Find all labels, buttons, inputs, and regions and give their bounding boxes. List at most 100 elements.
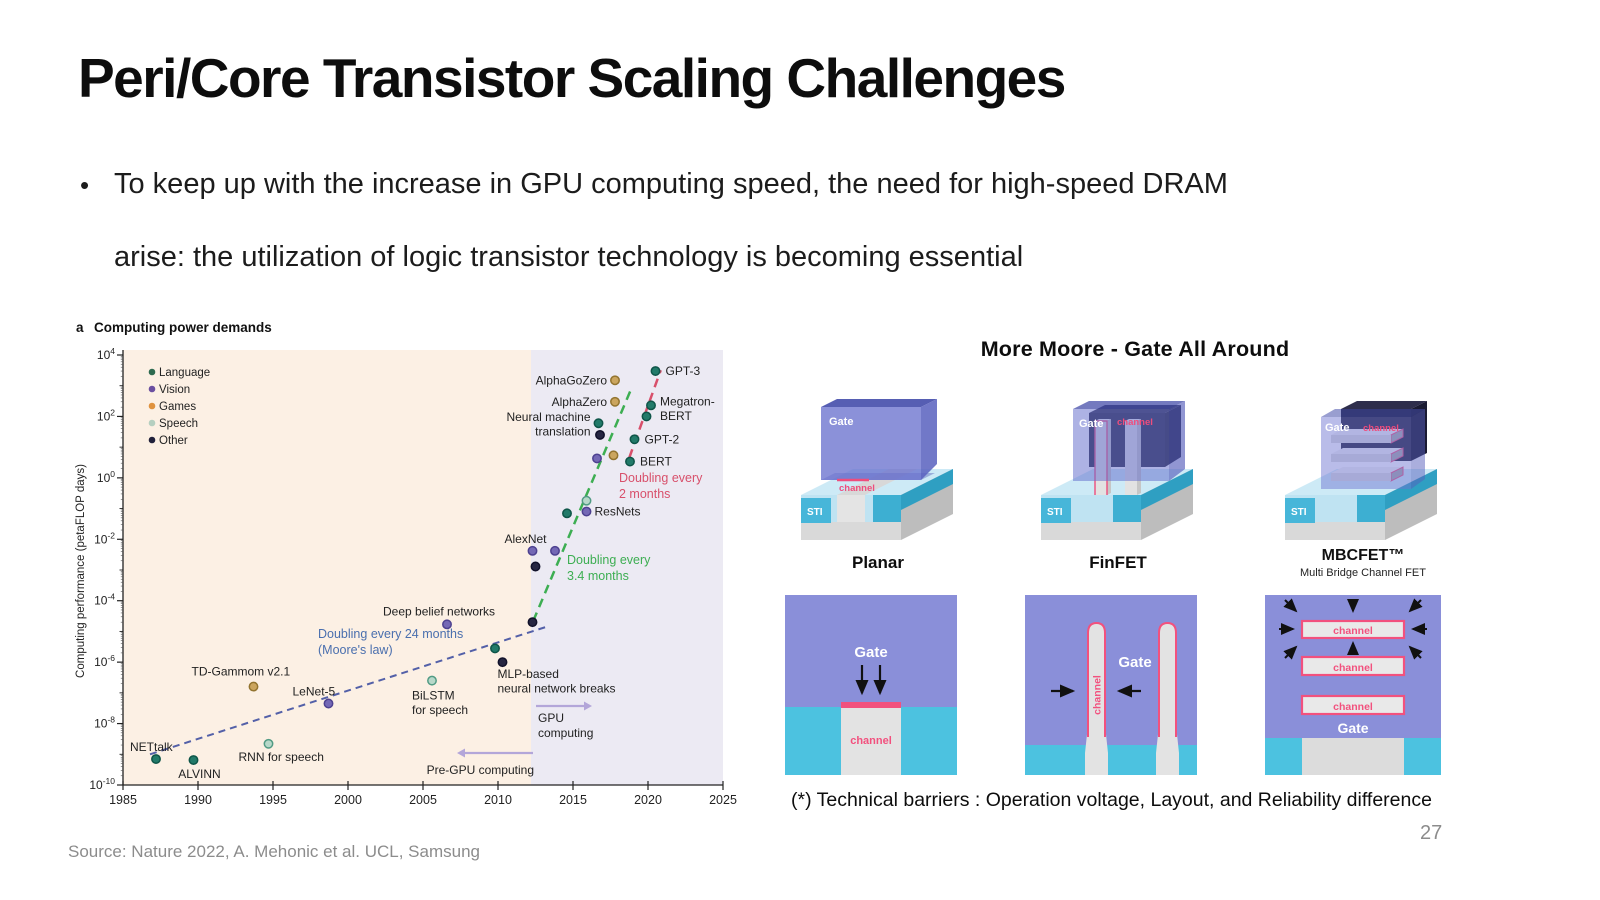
svg-text:104: 104 bbox=[97, 346, 115, 362]
svg-text:Games: Games bbox=[159, 401, 196, 413]
gaa-field-arrows-icon bbox=[1279, 598, 1427, 660]
svg-text:2 months: 2 months bbox=[619, 487, 670, 501]
svg-text:Other: Other bbox=[159, 435, 188, 447]
svg-text:computing: computing bbox=[538, 726, 593, 740]
svg-text:Speech: Speech bbox=[159, 418, 198, 430]
svg-text:Computing performance (petaFLO: Computing performance (petaFLOP days) bbox=[75, 464, 87, 678]
svg-text:102: 102 bbox=[97, 407, 115, 423]
svg-text:Deep belief networks: Deep belief networks bbox=[383, 604, 495, 618]
bullet-marker: • bbox=[80, 170, 90, 200]
svg-text:1995: 1995 bbox=[259, 793, 287, 807]
svg-text:ALVINN: ALVINN bbox=[178, 767, 220, 781]
source-citation: Source: Nature 2022, A. Mehonic et al. U… bbox=[68, 842, 481, 861]
svg-text:ResNets: ResNets bbox=[595, 505, 641, 519]
svg-text:10-10: 10-10 bbox=[89, 776, 115, 792]
mbcfet-2d-channel-label-1: channel bbox=[1333, 625, 1373, 637]
mbcfet-name: MBCFET™ bbox=[1321, 547, 1405, 564]
page-number: 27 bbox=[1420, 822, 1443, 844]
finfet-channel-label: channel bbox=[1117, 417, 1153, 428]
fin-shape bbox=[1085, 623, 1108, 775]
svg-text:MLP-based: MLP-based bbox=[498, 667, 559, 681]
finfet-3d-diagram: Gate channel STI bbox=[1041, 401, 1193, 540]
svg-text:1985: 1985 bbox=[109, 793, 137, 807]
svg-text:2005: 2005 bbox=[409, 793, 437, 807]
svg-text:3.4 months: 3.4 months bbox=[567, 569, 629, 583]
bullet-text-block: • To keep up with the increase in GPU co… bbox=[80, 168, 1550, 274]
mbcfet-subtitle: Multi Bridge Channel FET bbox=[1300, 567, 1426, 579]
svg-text:1990: 1990 bbox=[184, 793, 212, 807]
mbcfet-gate-label: Gate bbox=[1325, 422, 1349, 434]
mbcfet-3d-diagram: Gate channel STI bbox=[1285, 401, 1437, 540]
page-title: Peri/Core Transistor Scaling Challenges bbox=[78, 47, 1066, 109]
mbcfet-sti-label: STI bbox=[1291, 507, 1307, 518]
svg-text:BERT: BERT bbox=[640, 455, 672, 469]
mbcfet-gate bbox=[1321, 409, 1425, 489]
svg-text:2025: 2025 bbox=[709, 793, 737, 807]
finfet-gate bbox=[1073, 401, 1185, 481]
planar-channel-label: channel bbox=[839, 483, 875, 494]
svg-text:2020: 2020 bbox=[634, 793, 662, 807]
panel-title: More Moore - Gate All Around bbox=[980, 337, 1290, 361]
svg-text:Doubling every 24 months: Doubling every 24 months bbox=[318, 627, 463, 641]
planar-2d-gate-label: Gate bbox=[854, 644, 887, 661]
planar-2d-cross-section: Gate channel bbox=[785, 595, 957, 775]
finfet-name: FinFET bbox=[1089, 553, 1147, 572]
svg-text:Doubling every: Doubling every bbox=[567, 553, 651, 567]
svg-text:NETtalk: NETtalk bbox=[130, 740, 174, 754]
fin-shape bbox=[1156, 623, 1179, 775]
svg-text:BiLSTM: BiLSTM bbox=[412, 689, 455, 703]
mbcfet-2d-channel-label-3: channel bbox=[1333, 701, 1373, 713]
gate-all-around-panel: More Moore - Gate All Around Gate channe… bbox=[785, 333, 1500, 833]
svg-text:TD-Gammom v2.1: TD-Gammom v2.1 bbox=[192, 665, 291, 679]
svg-text:Neural machine: Neural machine bbox=[506, 410, 590, 424]
planar-gate-label: Gate bbox=[829, 416, 853, 428]
svg-text:(Moore's law): (Moore's law) bbox=[318, 643, 393, 657]
planar-3d-diagram: Gate channel STI bbox=[801, 399, 953, 540]
svg-text:RNN for speech: RNN for speech bbox=[239, 750, 324, 764]
planar-2d-channel-label: channel bbox=[850, 735, 892, 747]
finfet-2d-cross-section: Gate channel bbox=[1025, 595, 1197, 775]
computing-power-chart: GPU computing Pre-GPU computing Doubling ev… bbox=[68, 316, 740, 816]
finfet-2d-gate-label: Gate bbox=[1118, 654, 1151, 671]
technical-barriers-footnote: (*) Technical barriers : Operation volta… bbox=[791, 789, 1432, 811]
svg-text:10-6: 10-6 bbox=[94, 653, 115, 669]
svg-text:neural network breaks: neural network breaks bbox=[498, 682, 616, 696]
svg-text:AlexNet: AlexNet bbox=[505, 532, 548, 546]
bullet-line-1: To keep up with the increase in GPU comp… bbox=[114, 168, 1228, 200]
svg-text:Doubling every: Doubling every bbox=[619, 471, 703, 485]
svg-text:AlphaZero: AlphaZero bbox=[552, 395, 608, 409]
svg-text:GPT-2: GPT-2 bbox=[645, 432, 680, 446]
bullet-line-2: arise: the utilization of logic transist… bbox=[114, 241, 1024, 273]
mbcfet-2d-gate-label: Gate bbox=[1337, 720, 1368, 736]
mbcfet-2d-channel-label-2: channel bbox=[1333, 662, 1373, 674]
svg-text:BERT: BERT bbox=[660, 409, 692, 423]
svg-text:GPU: GPU bbox=[538, 711, 564, 725]
mbcfet-nanosheets bbox=[1331, 428, 1404, 482]
svg-text:Language: Language bbox=[159, 367, 210, 379]
planar-sti-label: STI bbox=[807, 507, 823, 518]
mbcfet-2d-cross-section: channel channel channel Gate bbox=[1265, 595, 1441, 775]
svg-text:Computing power demands: Computing power demands bbox=[94, 320, 272, 335]
mbcfet-name-block: MBCFET™ Multi Bridge Channel FET bbox=[1265, 547, 1461, 579]
finfet-substrate bbox=[1041, 469, 1193, 540]
finfet-sti-label: STI bbox=[1047, 507, 1063, 518]
finfet-2d-channel-label: channel bbox=[1092, 675, 1104, 715]
svg-text:Megatron-: Megatron- bbox=[660, 394, 715, 408]
svg-text:100: 100 bbox=[97, 469, 115, 485]
svg-text:for speech: for speech bbox=[412, 703, 468, 717]
svg-text:2010: 2010 bbox=[484, 793, 512, 807]
mbcfet-channel-label: channel bbox=[1363, 423, 1399, 434]
mbcfet-substrate bbox=[1285, 469, 1437, 540]
svg-text:GPT-3: GPT-3 bbox=[666, 364, 701, 378]
svg-text:translation: translation bbox=[535, 425, 590, 439]
svg-text:LeNet-5: LeNet-5 bbox=[293, 685, 336, 699]
svg-text:AlphaGoZero: AlphaGoZero bbox=[536, 373, 608, 387]
svg-text:10-8: 10-8 bbox=[94, 715, 115, 731]
finfet-gate-label: Gate bbox=[1079, 418, 1103, 430]
svg-text:10-4: 10-4 bbox=[94, 592, 115, 608]
svg-text:10-2: 10-2 bbox=[94, 530, 115, 546]
svg-text:a: a bbox=[76, 320, 84, 335]
planar-gate bbox=[821, 399, 937, 482]
